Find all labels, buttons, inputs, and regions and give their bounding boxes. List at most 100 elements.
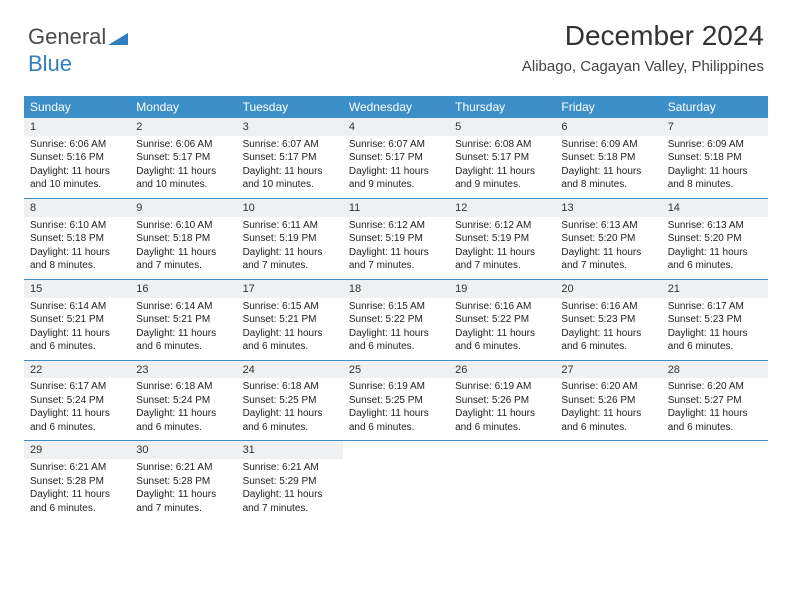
sunset-text: Sunset: 5:16 PM bbox=[30, 151, 124, 165]
day-number: 10 bbox=[237, 199, 343, 217]
daylight-text: Daylight: 11 hours and 10 minutes. bbox=[30, 165, 124, 192]
sunset-text: Sunset: 5:23 PM bbox=[668, 313, 762, 327]
day-number: 2 bbox=[130, 118, 236, 136]
day-cell: 8Sunrise: 6:10 AMSunset: 5:18 PMDaylight… bbox=[24, 199, 130, 279]
day-cell: 19Sunrise: 6:16 AMSunset: 5:22 PMDayligh… bbox=[449, 280, 555, 360]
sunrise-text: Sunrise: 6:21 AM bbox=[30, 461, 124, 475]
sunrise-text: Sunrise: 6:12 AM bbox=[455, 219, 549, 233]
day-text: Sunrise: 6:06 AMSunset: 5:17 PMDaylight:… bbox=[130, 138, 236, 192]
day-cell bbox=[343, 441, 449, 521]
day-text: Sunrise: 6:20 AMSunset: 5:26 PMDaylight:… bbox=[555, 380, 661, 434]
day-number: 6 bbox=[555, 118, 661, 136]
week-row: 8Sunrise: 6:10 AMSunset: 5:18 PMDaylight… bbox=[24, 198, 768, 279]
sunset-text: Sunset: 5:19 PM bbox=[243, 232, 337, 246]
daylight-text: Daylight: 11 hours and 7 minutes. bbox=[455, 246, 549, 273]
sunrise-text: Sunrise: 6:16 AM bbox=[455, 300, 549, 314]
day-cell: 9Sunrise: 6:10 AMSunset: 5:18 PMDaylight… bbox=[130, 199, 236, 279]
sunrise-text: Sunrise: 6:13 AM bbox=[668, 219, 762, 233]
sunrise-text: Sunrise: 6:16 AM bbox=[561, 300, 655, 314]
day-cell: 16 Sunrise: 6:14 AMSunset: 5:21 PMDayligh… bbox=[130, 280, 236, 360]
day-text: Sunrise: 6:21 AMSunset: 5:28 PMDaylight:… bbox=[24, 461, 130, 515]
day-text: Sunrise: 6:16 AMSunset: 5:23 PMDaylight:… bbox=[555, 300, 661, 354]
day-cell: 20 Sunrise: 6:16 AMSunset: 5:23 PMDayligh… bbox=[555, 280, 661, 360]
day-number: 21 bbox=[662, 280, 768, 298]
day-text: Sunrise: 6:17 AMSunset: 5:23 PMDaylight:… bbox=[662, 300, 768, 354]
day-cell: 26Sunrise: 6:19 AMSunset: 5:26 PMDayligh… bbox=[449, 361, 555, 441]
daylight-text: Daylight: 11 hours and 6 minutes. bbox=[136, 407, 230, 434]
weekday-header-row: SundayMondayTuesdayWednesdayThursdayFrid… bbox=[24, 96, 768, 118]
day-number: 18 bbox=[343, 280, 449, 298]
day-cell: 27Sunrise: 6:20 AMSunset: 5:26 PMDayligh… bbox=[555, 361, 661, 441]
daylight-text: Daylight: 11 hours and 6 minutes. bbox=[349, 407, 443, 434]
day-number: 3 bbox=[237, 118, 343, 136]
sunrise-text: Sunrise: 6:18 AM bbox=[136, 380, 230, 394]
sunset-text: Sunset: 5:26 PM bbox=[455, 394, 549, 408]
daylight-text: Daylight: 11 hours and 8 minutes. bbox=[30, 246, 124, 273]
day-text: Sunrise: 6:15 AMSunset: 5:21 PMDaylight:… bbox=[237, 300, 343, 354]
day-number: 4 bbox=[343, 118, 449, 136]
day-number: 16 bbox=[130, 280, 236, 298]
daylight-text: Daylight: 11 hours and 6 minutes. bbox=[561, 327, 655, 354]
daylight-text: Daylight: 11 hours and 6 minutes. bbox=[561, 407, 655, 434]
day-cell: 18Sunrise: 6:15 AMSunset: 5:22 PMDayligh… bbox=[343, 280, 449, 360]
day-number: 7 bbox=[662, 118, 768, 136]
day-text: Sunrise: 6:14 AMSunset: 5:21 PMDaylight:… bbox=[130, 300, 236, 354]
day-number: 11 bbox=[343, 199, 449, 217]
sunrise-text: Sunrise: 6:17 AM bbox=[30, 380, 124, 394]
day-number: 13 bbox=[555, 199, 661, 217]
daylight-text: Daylight: 11 hours and 7 minutes. bbox=[243, 488, 337, 515]
daylight-text: Daylight: 11 hours and 9 minutes. bbox=[455, 165, 549, 192]
day-number: 12 bbox=[449, 199, 555, 217]
day-number: 30 bbox=[130, 441, 236, 459]
day-number: 23 bbox=[130, 361, 236, 379]
daylight-text: Daylight: 11 hours and 6 minutes. bbox=[349, 327, 443, 354]
sunrise-text: Sunrise: 6:08 AM bbox=[455, 138, 549, 152]
daylight-text: Daylight: 11 hours and 6 minutes. bbox=[30, 327, 124, 354]
sunset-text: Sunset: 5:22 PM bbox=[349, 313, 443, 327]
day-text: Sunrise: 6:09 AMSunset: 5:18 PMDaylight:… bbox=[555, 138, 661, 192]
sunset-text: Sunset: 5:22 PM bbox=[455, 313, 549, 327]
day-number: 14 bbox=[662, 199, 768, 217]
day-cell: 22Sunrise: 6:17 AMSunset: 5:24 PMDayligh… bbox=[24, 361, 130, 441]
sunrise-text: Sunrise: 6:19 AM bbox=[349, 380, 443, 394]
sunset-text: Sunset: 5:23 PM bbox=[561, 313, 655, 327]
day-cell: 1 Sunrise: 6:06 AMSunset: 5:16 PMDaylight… bbox=[24, 118, 130, 198]
day-text: Sunrise: 6:21 AMSunset: 5:29 PMDaylight:… bbox=[237, 461, 343, 515]
daylight-text: Daylight: 11 hours and 7 minutes. bbox=[136, 246, 230, 273]
sunrise-text: Sunrise: 6:21 AM bbox=[243, 461, 337, 475]
day-cell: 30 Sunrise: 6:21 AMSunset: 5:28 PMDayligh… bbox=[130, 441, 236, 521]
day-number: 20 bbox=[555, 280, 661, 298]
day-number: 29 bbox=[24, 441, 130, 459]
day-text: Sunrise: 6:18 AMSunset: 5:24 PMDaylight:… bbox=[130, 380, 236, 434]
day-number: 1 bbox=[24, 118, 130, 136]
day-cell: 28Sunrise: 6:20 AMSunset: 5:27 PMDayligh… bbox=[662, 361, 768, 441]
day-number: 22 bbox=[24, 361, 130, 379]
sunset-text: Sunset: 5:17 PM bbox=[455, 151, 549, 165]
day-cell: 6 Sunrise: 6:09 AMSunset: 5:18 PMDaylight… bbox=[555, 118, 661, 198]
sunset-text: Sunset: 5:21 PM bbox=[136, 313, 230, 327]
sunset-text: Sunset: 5:17 PM bbox=[243, 151, 337, 165]
week-row: 1Sunrise: 6:06 AMSunset: 5:16 PMDaylight… bbox=[24, 118, 768, 198]
sunrise-text: Sunrise: 6:13 AM bbox=[561, 219, 655, 233]
weekday-tuesday: Tuesday bbox=[237, 96, 343, 118]
sunrise-text: Sunrise: 6:21 AM bbox=[136, 461, 230, 475]
daylight-text: Daylight: 11 hours and 6 minutes. bbox=[668, 327, 762, 354]
sunrise-text: Sunrise: 6:06 AM bbox=[30, 138, 124, 152]
sunrise-text: Sunrise: 6:15 AM bbox=[243, 300, 337, 314]
daylight-text: Daylight: 11 hours and 6 minutes. bbox=[455, 327, 549, 354]
daylight-text: Daylight: 11 hours and 6 minutes. bbox=[455, 407, 549, 434]
day-cell: 7 Sunrise: 6:09 AMSunset: 5:18 PMDaylight… bbox=[662, 118, 768, 198]
daylight-text: Daylight: 11 hours and 6 minutes. bbox=[30, 488, 124, 515]
sunrise-text: Sunrise: 6:14 AM bbox=[30, 300, 124, 314]
sunrise-text: Sunrise: 6:14 AM bbox=[136, 300, 230, 314]
day-text: Sunrise: 6:21 AMSunset: 5:28 PMDaylight:… bbox=[130, 461, 236, 515]
sunrise-text: Sunrise: 6:20 AM bbox=[668, 380, 762, 394]
day-cell: 31Sunrise: 6:21 AMSunset: 5:29 PMDayligh… bbox=[237, 441, 343, 521]
sunrise-text: Sunrise: 6:10 AM bbox=[30, 219, 124, 233]
day-text: Sunrise: 6:07 AMSunset: 5:17 PMDaylight:… bbox=[343, 138, 449, 192]
day-cell: 13Sunrise: 6:13 AMSunset: 5:20 PMDayligh… bbox=[555, 199, 661, 279]
day-text: Sunrise: 6:09 AMSunset: 5:18 PMDaylight:… bbox=[662, 138, 768, 192]
daylight-text: Daylight: 11 hours and 6 minutes. bbox=[243, 327, 337, 354]
weekday-sunday: Sunday bbox=[24, 96, 130, 118]
sunrise-text: Sunrise: 6:20 AM bbox=[561, 380, 655, 394]
